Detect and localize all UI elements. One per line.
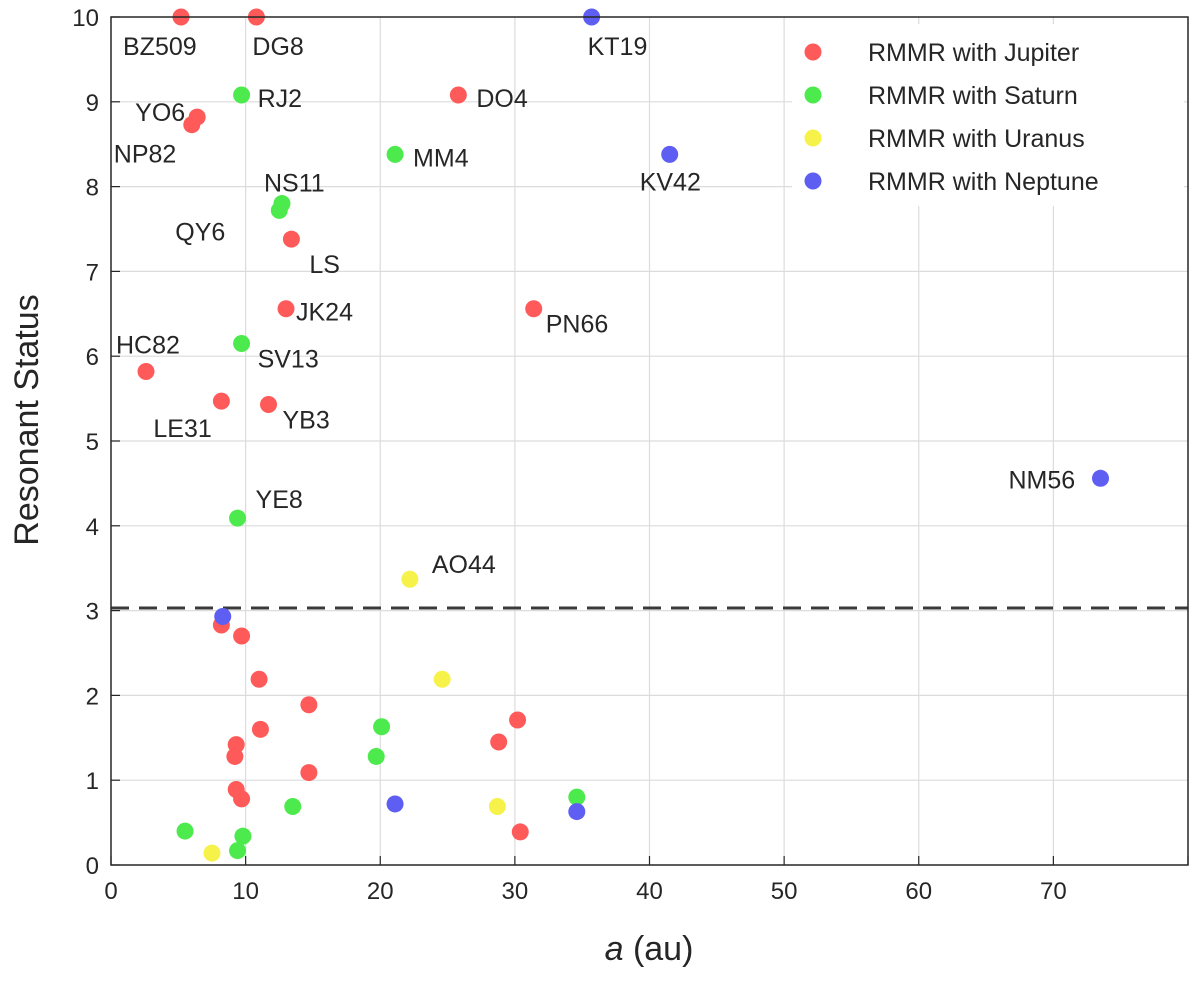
x-axis-label: a (au): [605, 930, 694, 968]
data-point: [226, 747, 244, 765]
legend-marker: [804, 43, 822, 61]
point-label: YB3: [283, 407, 330, 435]
data-point: [260, 396, 278, 414]
point-label: YO6: [135, 99, 185, 127]
grid: [110, 16, 1189, 866]
legend-entry: RMMR with Saturn: [868, 82, 1078, 110]
data-point: [284, 797, 302, 815]
point-labels: BZ509 DG8 DO4 YO6 NP82 LS JK24 PN66 HC82 LE31 YB3 R…: [114, 33, 1075, 579]
x-tick-label: 10: [232, 878, 259, 905]
y-tick-label: 2: [86, 683, 99, 710]
data-point: [229, 842, 247, 860]
legend-marker: [804, 86, 822, 104]
y-tick-label: 1: [86, 768, 99, 795]
x-tick-label: 40: [636, 878, 663, 905]
legend-entry: RMMR with Uranus: [868, 125, 1085, 153]
data-point: [176, 822, 194, 840]
data-point: [212, 392, 230, 410]
x-tick-label: 30: [502, 878, 529, 905]
y-tick-label: 9: [86, 90, 99, 117]
legend-box: [792, 24, 1184, 206]
data-point: [373, 718, 391, 736]
y-tick-label: 0: [86, 853, 99, 880]
y-tick-labels: 0 1 2 3 4 5 6 7 8 9 10: [72, 5, 99, 880]
point-label: JK24: [296, 299, 353, 327]
data-point: [233, 334, 251, 352]
data-point: [183, 116, 201, 134]
y-tick-label: 10: [72, 5, 99, 32]
data-point: [270, 201, 288, 219]
point-label: BZ509: [123, 33, 197, 61]
legend-marker: [804, 172, 822, 190]
data-point: [433, 670, 451, 688]
data-point: [277, 300, 295, 318]
data-point: [234, 827, 252, 845]
legend-marker: [804, 129, 822, 147]
x-tick-label: 70: [1040, 878, 1067, 905]
data-point: [509, 711, 527, 729]
data-point: [568, 803, 586, 821]
data-point: [661, 145, 679, 163]
data-point: [568, 788, 586, 806]
x-tick-label: 20: [367, 878, 394, 905]
point-label: KV42: [640, 168, 701, 196]
data-points: [137, 8, 1109, 862]
plot-frame: [110, 16, 1189, 866]
legend-entry: RMMR with Jupiter: [868, 39, 1079, 67]
data-point: [137, 362, 155, 380]
y-tick-label: 4: [86, 514, 99, 541]
y-tick-label: 3: [86, 599, 99, 626]
point-label: HC82: [116, 331, 180, 359]
data-point: [251, 720, 269, 738]
data-point: [386, 145, 404, 163]
data-point: [214, 608, 232, 626]
data-point: [367, 747, 385, 765]
point-label: LE31: [153, 415, 211, 443]
point-label: QY6: [175, 218, 225, 246]
data-point: [250, 670, 268, 688]
data-point: [233, 86, 251, 104]
point-label: NM56: [1008, 466, 1075, 494]
data-point: [282, 230, 300, 248]
data-point: [1091, 469, 1109, 487]
point-label: AO44: [432, 551, 496, 579]
y-tick-label: 8: [86, 175, 99, 202]
x-tick-labels: 0 10 20 30 40 50 60 70: [104, 878, 1066, 905]
x-tick-label: 60: [905, 878, 932, 905]
data-point: [449, 86, 467, 104]
data-point: [511, 823, 529, 841]
data-point: [488, 797, 506, 815]
data-point: [233, 627, 251, 645]
point-label: YE8: [256, 486, 303, 514]
point-label: NP82: [114, 141, 177, 169]
data-point: [300, 764, 318, 782]
point-label: DO4: [476, 85, 528, 113]
legend-entry: RMMR with Neptune: [868, 168, 1099, 196]
y-tick-label: 5: [86, 429, 99, 456]
data-point: [229, 509, 247, 527]
x-tick-label: 50: [771, 878, 798, 905]
x-tick-label: 0: [104, 878, 117, 905]
data-point: [300, 696, 318, 714]
point-label: PN66: [546, 311, 609, 339]
y-tick-label: 7: [86, 259, 99, 286]
data-point: [525, 300, 543, 318]
data-point: [386, 795, 404, 813]
legend: RMMR with Jupiter RMMR with Saturn RMMR wi…: [792, 24, 1184, 206]
point-label: MM4: [413, 144, 469, 172]
data-point: [233, 790, 251, 808]
point-label: NS11: [264, 170, 325, 198]
point-label: RJ2: [258, 85, 302, 113]
data-point: [490, 733, 508, 751]
point-label: KT19: [588, 33, 648, 61]
point-label: DG8: [252, 33, 303, 61]
point-label: LS: [309, 251, 340, 279]
y-tick-label: 6: [86, 344, 99, 371]
y-axis-label: Resonant Status: [8, 294, 46, 545]
point-label: SV13: [258, 345, 319, 373]
data-point: [401, 570, 419, 588]
data-point: [203, 844, 221, 862]
